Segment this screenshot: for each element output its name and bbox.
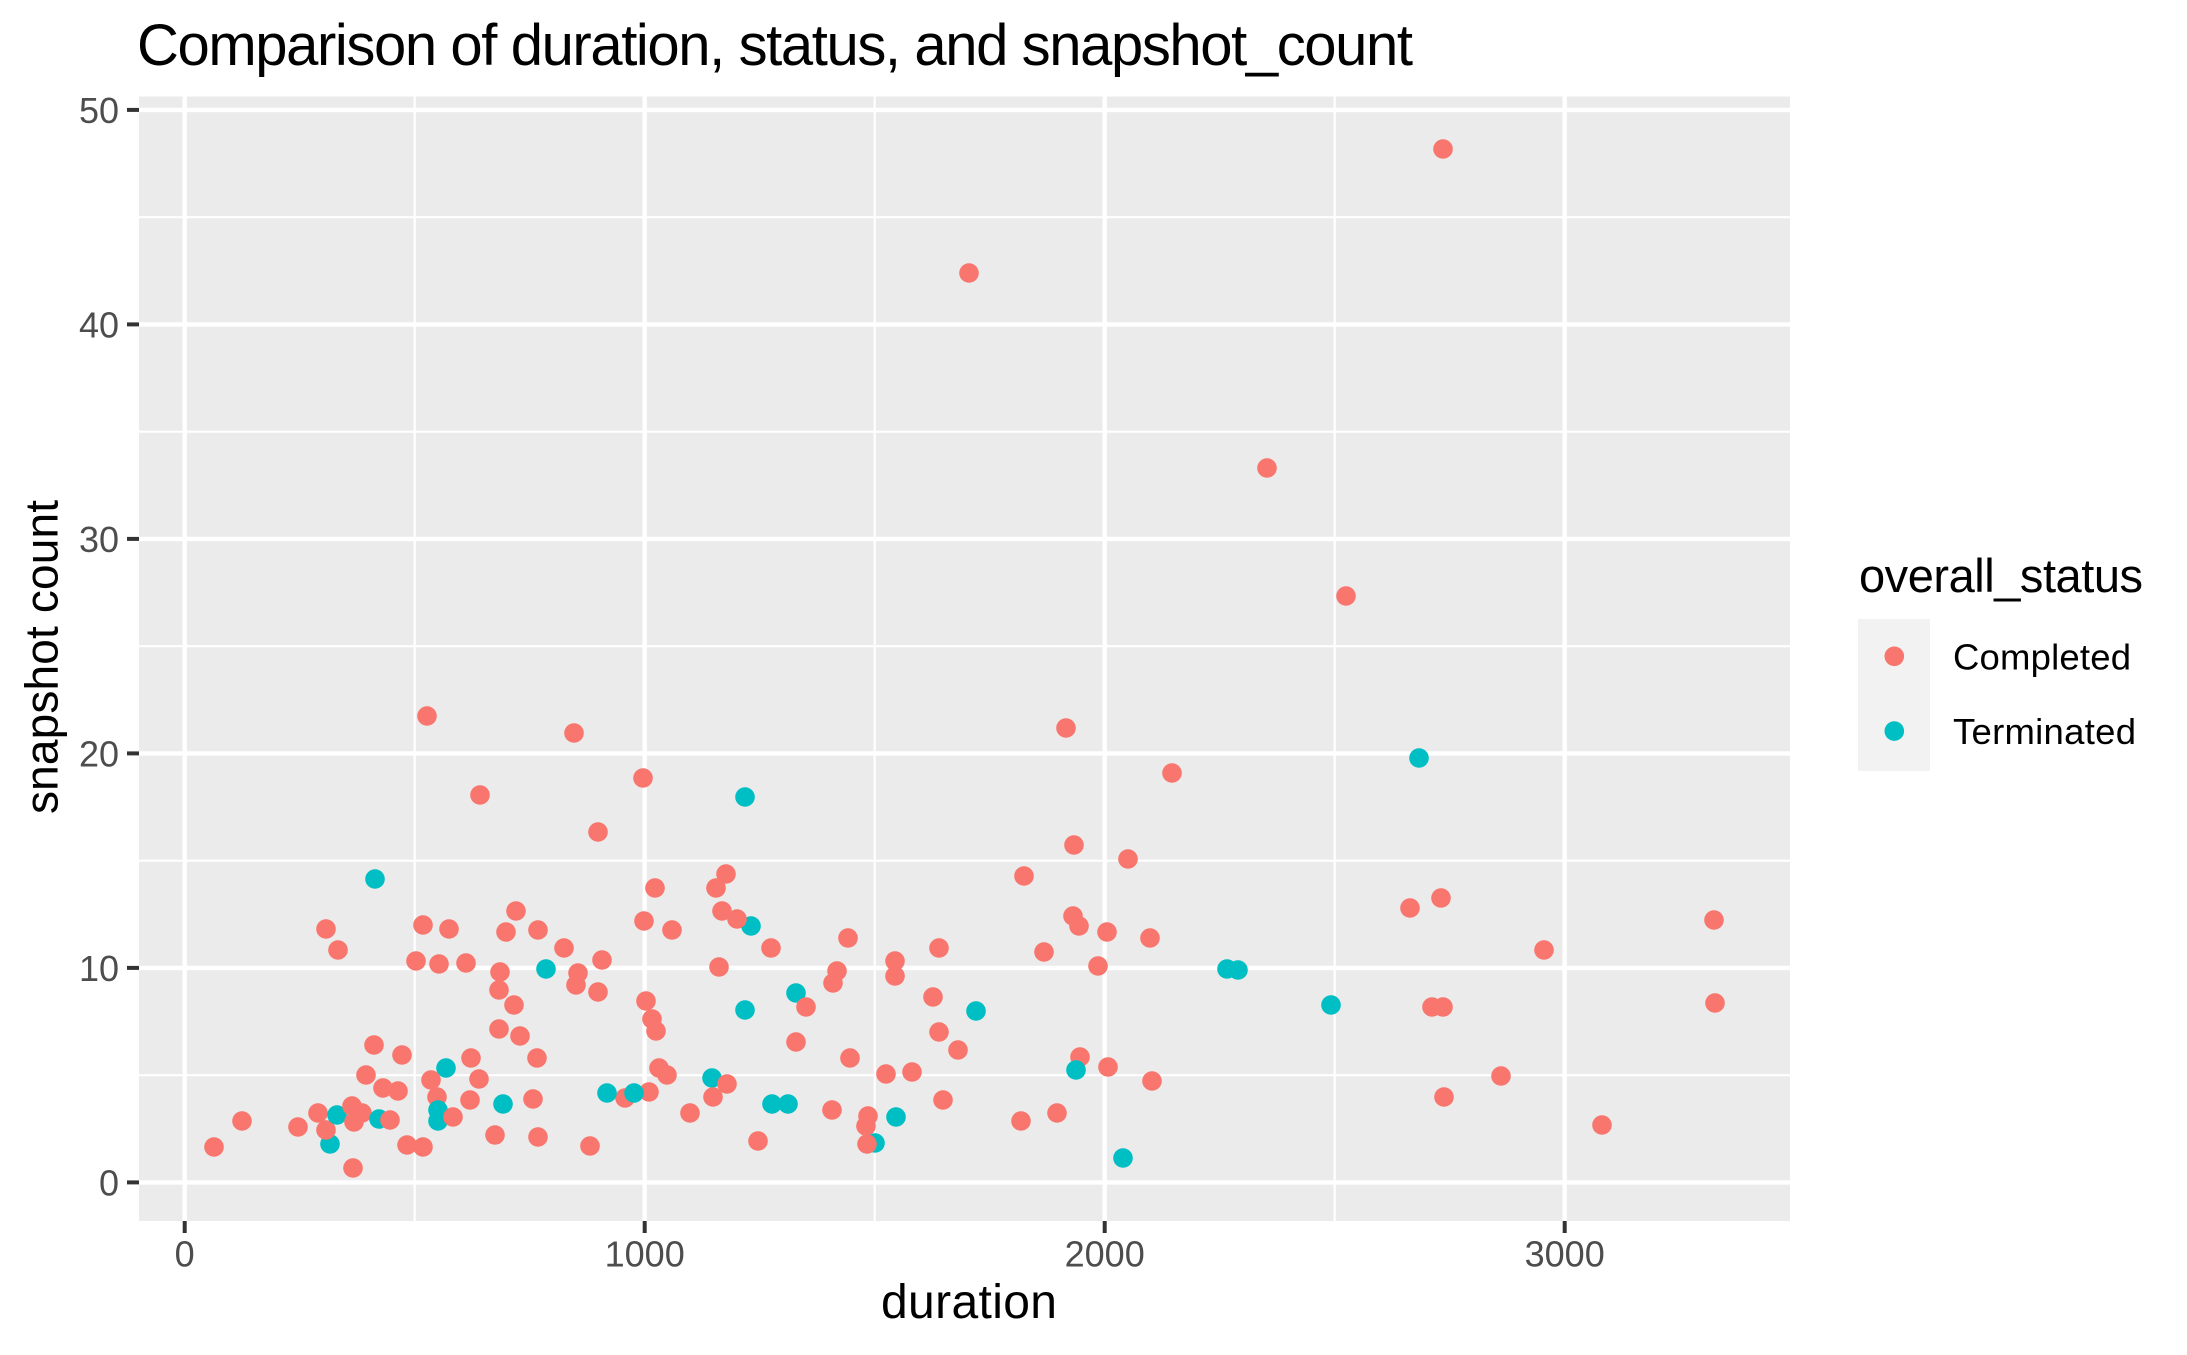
svg-text:Terminated: Terminated	[1953, 711, 2136, 752]
svg-text:50: 50	[79, 90, 119, 131]
svg-text:10: 10	[79, 948, 119, 989]
svg-text:40: 40	[79, 304, 119, 345]
svg-text:overall_status: overall_status	[1859, 549, 2143, 602]
svg-text:duration: duration	[881, 1276, 1057, 1329]
svg-text:30: 30	[79, 519, 119, 560]
svg-text:3000: 3000	[1525, 1234, 1605, 1275]
svg-text:0: 0	[175, 1234, 195, 1275]
svg-text:1000: 1000	[605, 1234, 685, 1275]
svg-text:snapshot count: snapshot count	[16, 500, 68, 814]
svg-text:20: 20	[79, 733, 119, 774]
svg-text:Completed: Completed	[1953, 636, 2131, 677]
svg-text:2000: 2000	[1065, 1234, 1145, 1275]
svg-text:0: 0	[99, 1162, 119, 1203]
svg-text:Comparison of duration, status: Comparison of duration, status, and snap…	[137, 13, 1413, 78]
